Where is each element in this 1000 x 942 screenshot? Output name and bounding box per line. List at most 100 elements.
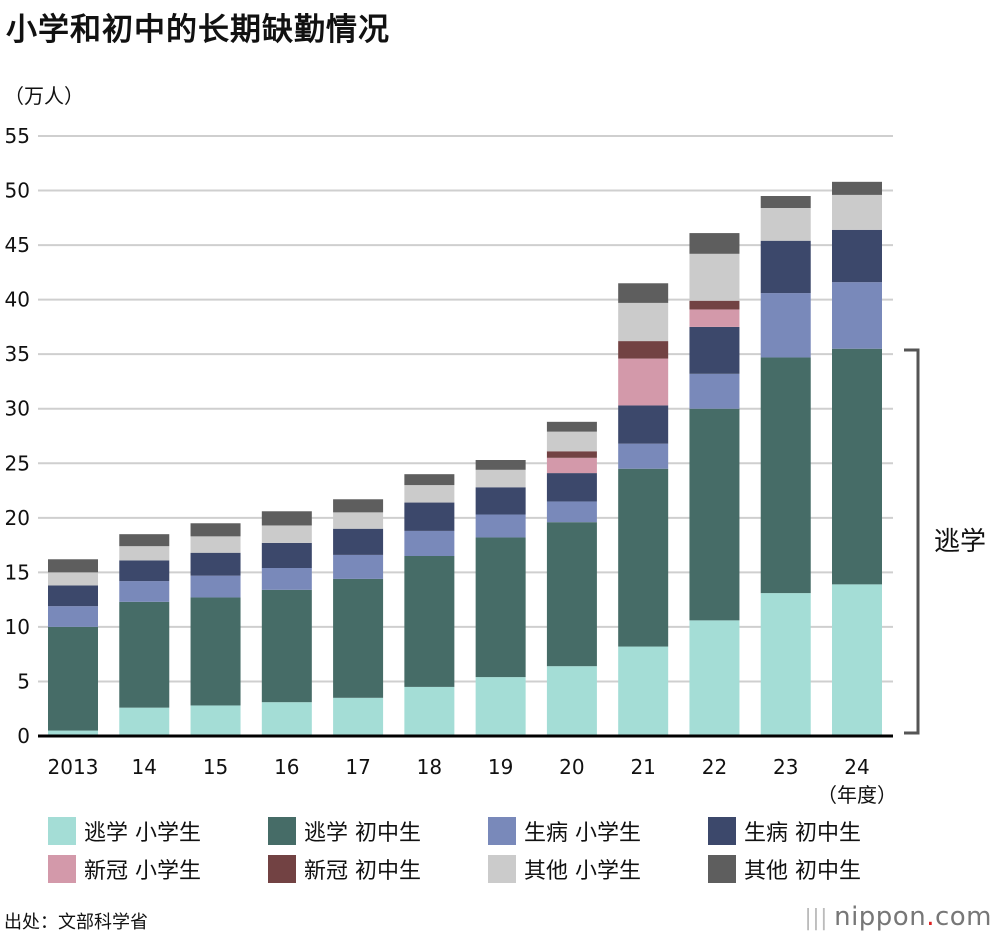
bar-segment [119,546,170,561]
bar-segment [618,358,669,406]
bar-segment [404,502,455,531]
bar-segment [333,697,384,736]
y-tick-label: 40 [5,288,30,312]
bar-segment [475,514,526,538]
x-tick-label: 18 [417,755,442,779]
y-tick-label: 55 [5,124,30,148]
bar-segment [618,302,669,342]
bar-segment [190,552,241,576]
legend: 逃学 小学生 逃学 初中生 生病 小学生 生病 初中生 新冠 小学生 新冠 初中… [48,816,928,884]
bar-segment [48,730,98,736]
x-tick-label: 15 [203,755,228,779]
bar-segment [832,194,882,230]
legend-label: 其他 小学生 [524,859,641,884]
bar-segment [618,646,669,736]
bar-segment [119,601,170,708]
bar-segment [404,485,455,503]
bar-segment [546,431,597,452]
bar-segment [190,705,241,736]
bar-segment [404,474,455,486]
bar-segment [190,523,241,537]
bar-segment [333,578,384,698]
bar-segment [546,421,597,432]
bar-segment [333,554,384,579]
bar-segment [261,511,312,526]
legend-item: 生病 小学生 [488,816,708,846]
bar-segment [689,253,740,301]
bar-segment [689,233,740,254]
legend-label: 新冠 小学生 [84,859,201,884]
bar-segment [618,283,669,303]
source-note: 出处：文部科学省 [4,912,148,933]
legend-swatch [708,817,736,845]
legend-item: 生病 初中生 [708,816,928,846]
legend-label: 新冠 初中生 [304,859,421,884]
x-tick-label: 22 [702,755,727,779]
bar-segment [618,468,669,647]
bar-segment [832,229,882,283]
bar-segment [618,443,669,469]
legend-item: 其他 初中生 [708,854,928,884]
y-tick-label: 5 [17,669,30,693]
bar-segment [760,208,811,241]
bar-segment [689,309,740,327]
x-tick-label: 19 [488,755,513,779]
legend-swatch [488,817,516,845]
legend-label: 逃学 初中生 [304,821,421,846]
bar-segment [48,572,98,586]
legend-item: 逃学 初中生 [268,816,488,846]
x-tick-label: 14 [132,755,157,779]
x-tick-label: 2013 [48,755,99,779]
legend-swatch [708,855,736,883]
bar-segment [261,568,312,590]
stacked-bar-chart: 0 5 10 15 20 25 30 35 40 45 50 55 2013 14 15 16 17 18 19 20… [5,124,986,807]
bar-segment [832,282,882,349]
y-tick-label: 35 [5,342,30,366]
legend-swatch [48,817,76,845]
bar-segment [546,522,597,667]
bar-segment [261,589,312,703]
legend-label: 生病 小学生 [524,821,641,846]
bar-segment [546,473,597,502]
bar-segment [404,556,455,687]
bar-segment [333,528,384,555]
bar-segment [261,542,312,568]
x-tick-label: 23 [773,755,798,779]
legend-swatch [268,855,296,883]
bar-segment [760,240,811,294]
bar-segment [119,581,170,602]
bar-segment [760,357,811,594]
bar-segment [689,326,740,374]
x-tick-label: 20 [559,755,584,779]
bar-segment [475,460,526,470]
bar-segment [48,585,98,607]
bar-segment [689,373,740,409]
bar-segment [546,666,597,736]
bar-segment [475,487,526,515]
bracket [904,348,920,735]
bar-segment [689,620,740,736]
bar-segment [190,536,241,553]
bar-segment [832,584,882,736]
bar-segment [190,575,241,598]
legend-item: 其他 小学生 [488,854,708,884]
y-tick-label: 25 [5,451,30,475]
logo-bars-icon: ||| [804,906,829,931]
bar-segment [475,677,526,736]
x-tick-label: 16 [274,755,299,779]
legend-label: 其他 初中生 [744,859,861,884]
x-tick-label: 17 [345,755,370,779]
bar-segment [404,530,455,556]
nippon-logo[interactable]: ||| nippon.com [804,902,992,932]
legend-swatch [48,855,76,883]
bar-segment [546,501,597,523]
y-axis-unit: （万人） [4,84,84,108]
bar-segment [404,686,455,736]
bar-segment [760,293,811,358]
bar-segment [119,560,170,582]
bar-segment [261,702,312,736]
chart-title: 小学和初中的长期缺勤情况 [6,12,390,48]
bar-segment [546,451,597,458]
y-tick-label: 20 [5,506,30,530]
y-tick-label: 0 [17,724,30,748]
